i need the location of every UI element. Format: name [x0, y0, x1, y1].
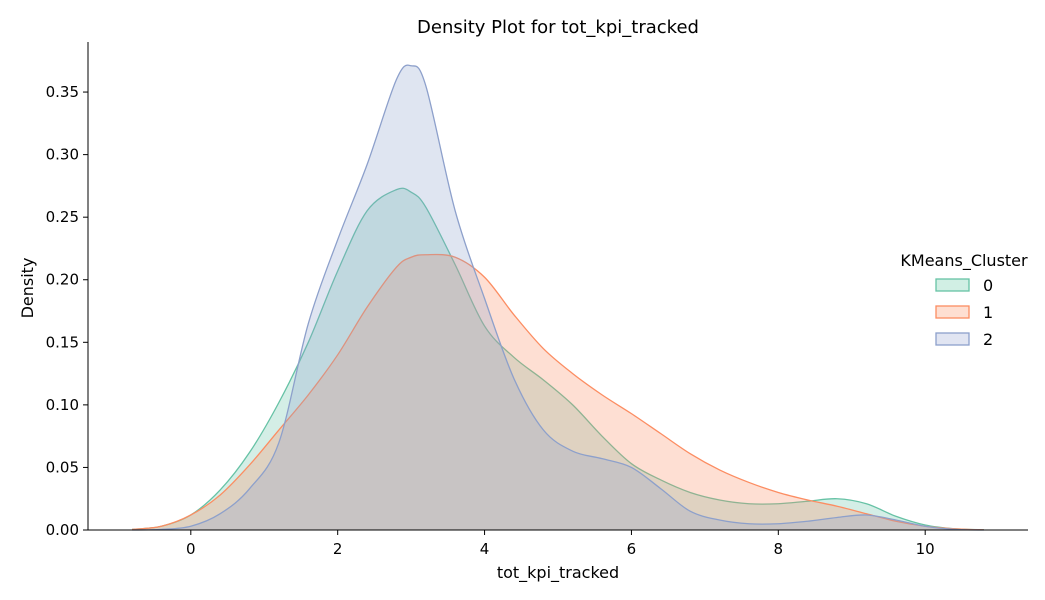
y-tick-label: 0.30 — [46, 146, 79, 164]
legend-label-cluster-1: 1 — [983, 303, 993, 322]
x-tick-label: 2 — [333, 540, 343, 558]
x-tick-label: 10 — [916, 540, 935, 558]
density-area-cluster-0 — [132, 188, 984, 530]
chart-title: Density Plot for tot_kpi_tracked — [417, 17, 699, 38]
x-axis-label: tot_kpi_tracked — [497, 563, 619, 583]
y-tick-label: 0.15 — [46, 333, 79, 351]
legend-label-cluster-2: 2 — [983, 330, 993, 349]
y-tick-label: 0.10 — [46, 396, 79, 414]
legend-label-cluster-0: 0 — [983, 276, 993, 295]
axes: 0 2 4 6 8 100.000.050.100.150.200.250.300.35 — [46, 42, 1028, 558]
y-tick-label: 0.20 — [46, 271, 79, 289]
y-tick-label: 0.00 — [46, 521, 79, 539]
legend-title: KMeans_Cluster — [900, 251, 1028, 271]
y-tick-label: 0.25 — [46, 208, 79, 226]
legend-swatch-cluster-1 — [935, 305, 970, 319]
x-tick-label: 8 — [774, 540, 784, 558]
plot-area — [131, 64, 984, 531]
legend-swatch-cluster-0 — [935, 278, 970, 292]
x-tick-label: 6 — [627, 540, 637, 558]
density-area-cluster-2 — [132, 65, 984, 530]
density-line-cluster-0 — [131, 187, 984, 531]
y-tick-label: 0.35 — [46, 83, 79, 101]
density-area-cluster-1 — [132, 254, 984, 530]
legend: KMeans_Cluster 0 1 2 — [900, 251, 1028, 349]
x-tick-label: 4 — [480, 540, 490, 558]
legend-swatch-cluster-2 — [935, 332, 970, 346]
density-line-cluster-1 — [131, 253, 984, 531]
y-axis-label: Density — [18, 258, 37, 319]
density-line-cluster-2 — [132, 64, 984, 531]
y-tick-label: 0.05 — [46, 458, 79, 476]
x-tick-label: 0 — [186, 540, 196, 558]
